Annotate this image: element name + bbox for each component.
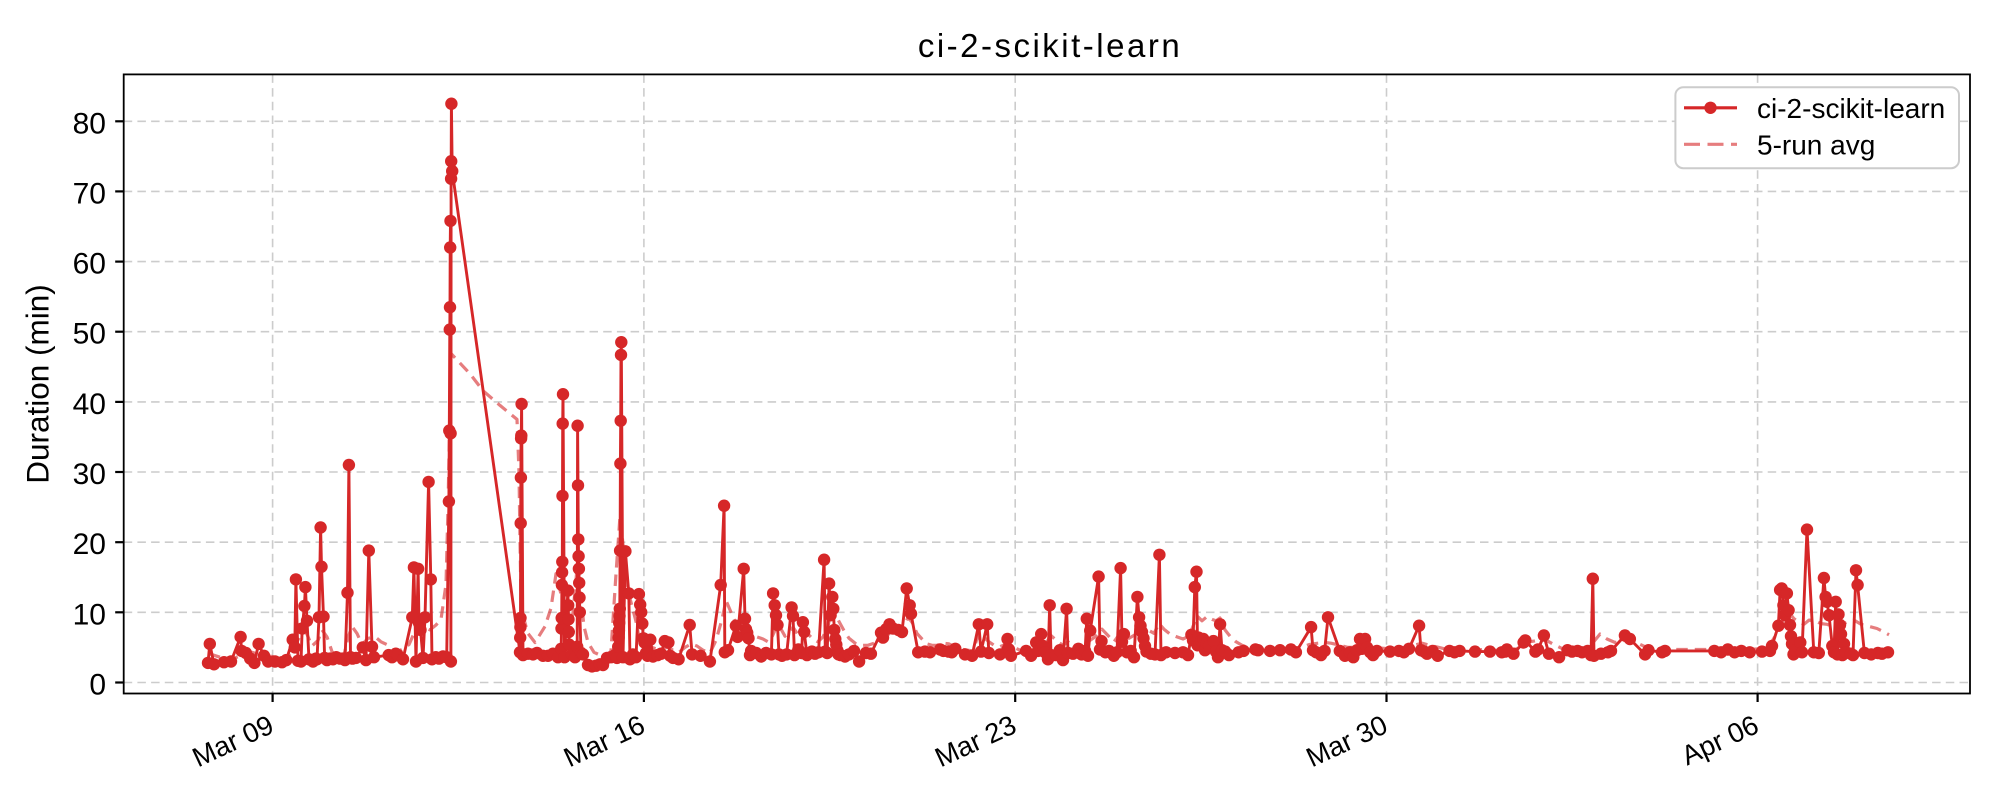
svg-text:10: 10 [73, 598, 106, 631]
svg-text:80: 80 [73, 107, 106, 140]
svg-text:40: 40 [73, 388, 106, 421]
svg-text:30: 30 [73, 458, 106, 491]
svg-text:60: 60 [73, 248, 106, 281]
svg-text:5-run avg: 5-run avg [1757, 129, 1875, 160]
svg-text:70: 70 [73, 177, 106, 210]
svg-text:Duration (min): Duration (min) [20, 284, 56, 484]
svg-text:0: 0 [89, 669, 106, 702]
svg-text:ci-2-scikit-learn: ci-2-scikit-learn [1757, 93, 1945, 124]
svg-text:20: 20 [73, 528, 106, 561]
svg-text:ci-2-scikit-learn: ci-2-scikit-learn [918, 27, 1182, 64]
svg-text:50: 50 [73, 318, 106, 351]
